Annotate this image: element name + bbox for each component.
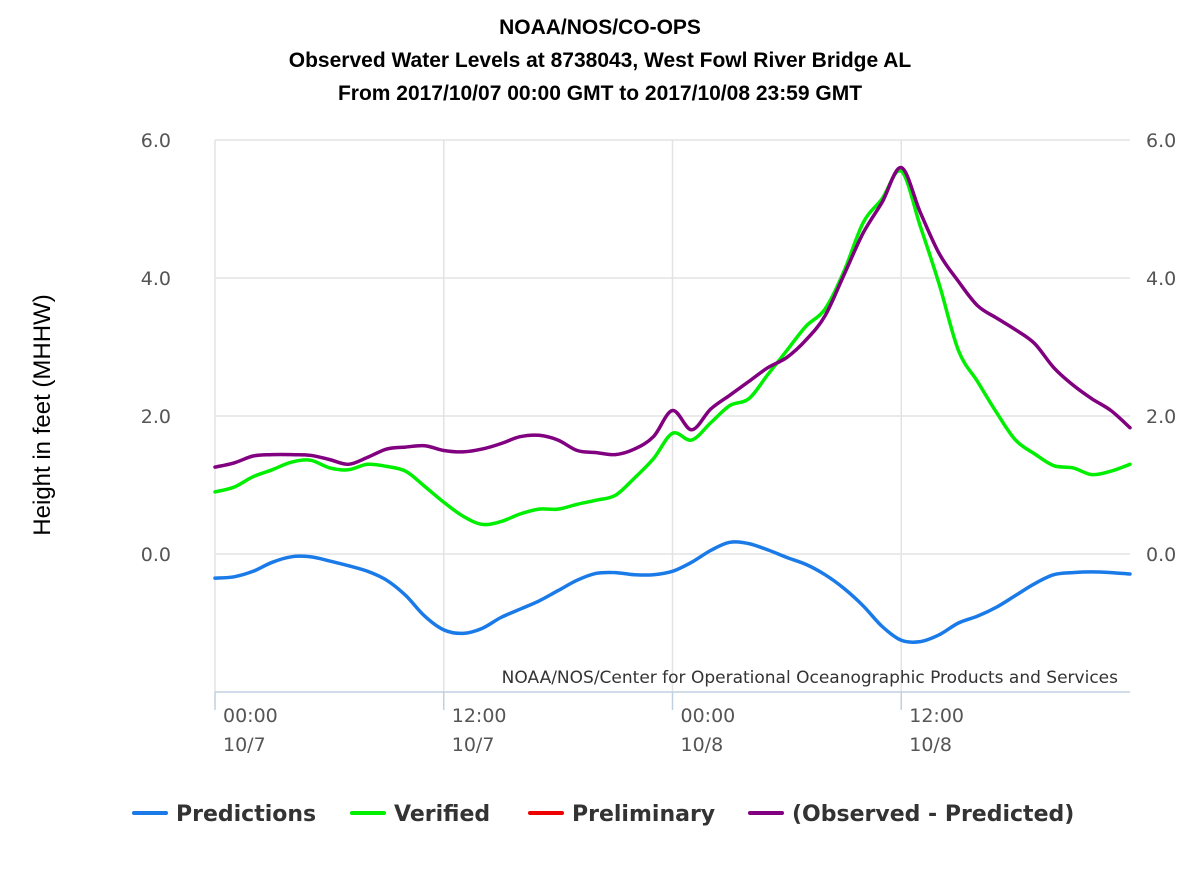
legend-label-observed-predicted: (Observed - Predicted)	[792, 802, 1074, 827]
y-axis-label: Height in feet (MHHW)	[29, 294, 56, 535]
plot-area	[213, 165, 1132, 644]
x-tick-label-date: 10/7	[452, 734, 495, 756]
x-tick-label-date: 10/8	[681, 734, 724, 756]
legend: Predictions Verified Preliminary (Observed …	[132, 802, 1074, 827]
x-tick-label-date: 10/8	[909, 734, 952, 756]
y-tick-label-left: 4.0	[141, 268, 171, 290]
y-tick-label-left: 0.0	[141, 544, 171, 566]
legend-label-predictions: Predictions	[176, 802, 316, 827]
x-tick-label-time: 00:00	[681, 705, 736, 727]
x-tick-label-date: 10/7	[223, 734, 266, 756]
axes: 6.0 6.0 4.0 4.0 2.0 2.0 0.0 0.0 00:00 10/7 12:00 10…	[141, 130, 1176, 756]
y-tick-label-left: 6.0	[141, 130, 171, 152]
grid	[214, 139, 1130, 692]
y-tick-label-left: 2.0	[141, 406, 171, 428]
series-line-predictions	[213, 540, 1132, 644]
series-line-verified	[213, 168, 1132, 527]
series-line-observed-predicted	[213, 165, 1132, 469]
legend-label-verified: Verified	[394, 802, 490, 827]
y-tick-label-right: 2.0	[1146, 406, 1176, 428]
x-tick-label-time: 12:00	[909, 705, 964, 727]
x-tick-label-time: 00:00	[223, 705, 278, 727]
chart-title-line-1: NOAA/NOS/CO-OPS	[499, 16, 701, 39]
y-tick-label-right: 6.0	[1146, 130, 1176, 152]
legend-label-preliminary: Preliminary	[572, 802, 715, 827]
y-tick-label-right: 0.0	[1146, 544, 1176, 566]
credit-text: NOAA/NOS/Center for Operational Oceanogr…	[502, 668, 1118, 688]
x-tick-label-time: 12:00	[452, 705, 507, 727]
y-tick-label-right: 4.0	[1146, 268, 1176, 290]
chart-title-line-2: Observed Water Levels at 8738043, West F…	[289, 49, 912, 72]
chart-title: NOAA/NOS/CO-OPS Observed Water Levels at…	[289, 16, 912, 105]
chart-title-line-3: From 2017/10/07 00:00 GMT to 2017/10/08 …	[338, 82, 862, 105]
